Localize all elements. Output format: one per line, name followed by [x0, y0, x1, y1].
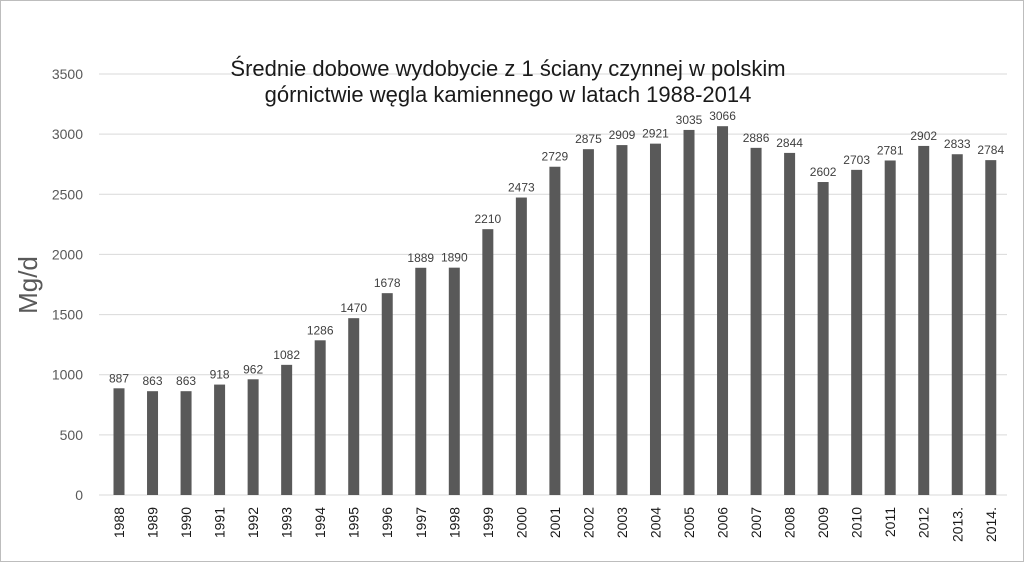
bar [951, 154, 963, 495]
data-label: 2210 [474, 212, 501, 226]
data-label: 863 [143, 374, 163, 388]
bar [314, 340, 326, 495]
bars [113, 126, 997, 496]
x-tick-label: 2003 [614, 507, 630, 538]
y-tick-label: 500 [60, 427, 84, 443]
data-labels: 887 863 863 918 962 1082 1286 1470 1678 1889 1890 2… [109, 109, 1004, 388]
y-axis-label: Mg/d [13, 256, 43, 314]
x-tick-label: 2008 [782, 507, 798, 538]
data-label: 2902 [910, 129, 937, 143]
data-label: 3066 [709, 109, 736, 123]
bar [649, 143, 661, 495]
bar [817, 182, 829, 495]
x-tick-label: 1989 [145, 507, 161, 538]
data-label: 2781 [877, 143, 904, 157]
data-label: 2602 [810, 165, 837, 179]
data-label: 3035 [676, 113, 703, 127]
x-tick-label: 2013. [949, 507, 965, 542]
data-label: 1286 [307, 323, 334, 337]
data-label: 918 [210, 368, 230, 382]
bar [180, 391, 192, 495]
data-label: 2921 [642, 127, 669, 141]
data-label: 2844 [776, 136, 803, 150]
y-tick-label: 1000 [52, 367, 83, 383]
bar [147, 391, 159, 495]
bar [448, 267, 460, 495]
data-label: 962 [243, 362, 263, 376]
bar [515, 197, 527, 495]
x-tick-label: 2012 [916, 507, 932, 538]
data-label: 2833 [944, 137, 971, 151]
bar [482, 229, 494, 495]
x-axis-ticks: 1988 1989 1990 1991 1992 1993 1994 1995 1996 1997… [111, 507, 999, 542]
data-label: 1889 [407, 251, 434, 265]
x-tick-label: 1996 [379, 507, 395, 538]
bar [415, 267, 427, 495]
x-tick-label: 2009 [815, 507, 831, 538]
data-label: 1470 [340, 301, 367, 315]
x-tick-label: 2011 [882, 507, 898, 537]
bar [851, 169, 863, 495]
chart-title-line-1: Średnie dobowe wydobycie z 1 ściany czyn… [230, 56, 785, 81]
y-tick-label: 0 [75, 487, 83, 503]
x-tick-label: 1995 [346, 507, 362, 538]
bar [717, 126, 729, 495]
x-tick-label: 1990 [178, 507, 194, 538]
data-label: 863 [176, 374, 196, 388]
data-label: 2909 [609, 128, 636, 142]
x-tick-label: 2002 [580, 507, 596, 538]
y-axis-ticks: 0 500 1000 1500 2000 2500 3000 3500 [52, 66, 83, 503]
y-tick-label: 3000 [52, 126, 83, 142]
x-tick-label: 1993 [279, 507, 295, 538]
data-label: 2473 [508, 181, 535, 195]
y-tick-label: 2500 [52, 186, 83, 202]
data-label: 2886 [743, 131, 770, 145]
bar [214, 384, 226, 495]
x-tick-label: 2014. [983, 507, 999, 542]
x-tick-label: 1991 [212, 507, 228, 538]
x-tick-label: 2007 [748, 507, 764, 538]
data-label: 2875 [575, 132, 602, 146]
bar [750, 147, 762, 496]
bar [582, 149, 594, 495]
chart-title-line-2: górnictwie węgla kamiennego w latach 198… [265, 82, 752, 107]
data-label: 2729 [542, 150, 569, 164]
x-tick-label: 1992 [245, 507, 261, 538]
bar [549, 166, 561, 495]
data-label: 2784 [977, 143, 1004, 157]
bar [884, 160, 896, 496]
x-tick-label: 2010 [849, 507, 865, 538]
x-tick-label: 1988 [111, 507, 127, 538]
x-tick-label: 1997 [413, 507, 429, 538]
bar [616, 145, 628, 495]
data-label: 887 [109, 371, 129, 385]
x-tick-label: 1994 [312, 507, 328, 538]
x-tick-label: 1998 [446, 507, 462, 538]
x-tick-label: 2004 [647, 507, 663, 538]
y-tick-label: 1500 [52, 307, 83, 323]
y-tick-label: 2000 [52, 246, 83, 262]
bar [348, 318, 360, 495]
bar [985, 160, 997, 495]
x-tick-label: 2006 [715, 507, 731, 538]
x-tick-label: 2001 [547, 507, 563, 538]
x-tick-label: 1999 [480, 507, 496, 538]
bar [784, 152, 796, 496]
bar [918, 145, 930, 496]
bar [381, 293, 393, 495]
x-tick-label: 2000 [513, 507, 529, 538]
data-label: 1082 [273, 348, 300, 362]
bar [113, 388, 125, 495]
data-label: 1890 [441, 251, 468, 265]
bar [281, 364, 293, 495]
bar [247, 379, 259, 495]
y-tick-label: 3500 [52, 66, 83, 82]
data-label: 1678 [374, 276, 401, 290]
data-label: 2703 [843, 153, 870, 167]
x-tick-label: 2005 [681, 507, 697, 538]
bar [683, 129, 695, 495]
